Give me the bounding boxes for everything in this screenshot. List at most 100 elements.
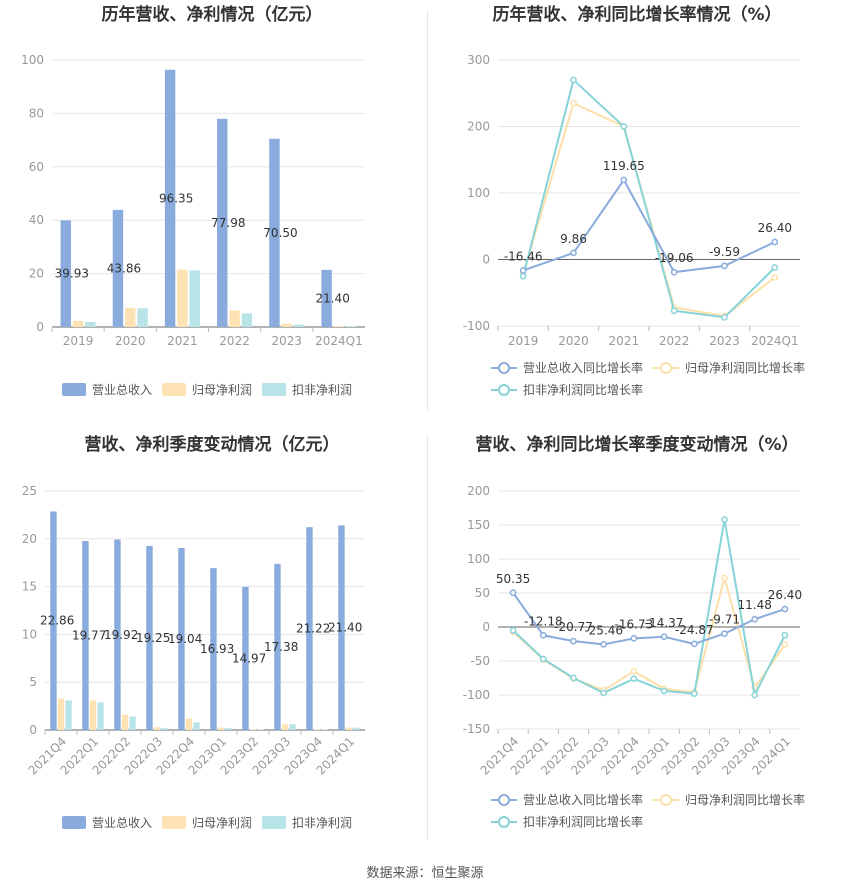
y-tick-label: 0 [482,253,490,267]
data-label: 26.40 [758,221,792,235]
legend-label: 营业总收入同比增长率 [523,792,643,807]
bar [210,568,217,730]
data-point [781,641,789,649]
data-label: -12.18 [524,614,563,628]
data-label: 50.35 [496,572,530,586]
data-label: -14.37 [645,616,684,630]
chart-svg: 历年营收、净利同比增长率情况（%） -100 0 100 200 300 2019 2020 2… [463,4,805,397]
legend-label: 扣非净利润同比增长率 [523,382,643,397]
bar [85,321,96,327]
data-point [660,687,668,695]
annual-revenue-profit-chart: 历年营收、净利情况（亿元） 0 20 40 60 80 100 2019 2020 2021 202… [0,0,425,430]
bar [217,727,225,730]
data-point [509,627,517,634]
bar [89,700,97,730]
data-label: 39.93 [55,267,89,281]
data-point [509,589,517,597]
y-tick-label: 50 [475,586,490,600]
data-label: 19.77 [72,628,106,642]
legend-label: 营业总收入 [92,383,152,397]
legend-marker [498,816,510,828]
bar [306,527,313,730]
data-point [519,267,527,274]
data-point [771,238,779,246]
data-label: -19.06 [655,251,694,265]
bar [249,729,257,731]
legend-marker [660,794,672,806]
series-line [522,178,776,274]
chart-title: 历年营收、净利情况（亿元） [102,4,323,25]
y-tick-label: 150 [467,518,490,532]
chart-title: 营收、净利同比增长率季度变动情况（%） [475,434,798,455]
data-label: 21.40 [315,291,349,305]
bar [289,724,296,730]
data-point [660,633,668,641]
y-tick-label: 0 [36,320,44,334]
data-label: 17.38 [264,640,298,654]
divider-bottom [427,435,428,840]
y-tick-label: 40 [29,213,44,227]
data-label: 119.65 [603,159,645,173]
bar [241,313,253,327]
data-label: -20.77 [554,620,593,634]
x-tick-label: 2024Q1 [751,334,799,348]
legend-marker [660,362,672,374]
bar [338,525,345,730]
y-tick-label: 25 [22,484,37,498]
y-tick-label: 60 [29,160,44,174]
legend-label: 归母净利润 [192,383,252,397]
chart-svg: 营收、净利季度变动情况（亿元）05101520252021Q42022Q1202… [22,434,365,830]
data-label: -16.73 [615,617,654,631]
data-point [570,674,577,682]
bar [72,320,84,327]
bar [164,69,176,328]
y-tick-label: -50 [470,654,490,668]
legend-marker [498,362,510,374]
legend-label: 扣非净利润 [292,816,352,830]
data-label: 19.04 [168,632,202,646]
x-tick-label: 2021 [609,334,640,348]
data-point [721,630,728,637]
bar [321,269,332,327]
data-label: -9.59 [709,245,740,259]
legend-swatch [162,383,186,396]
x-tick-label: 2023 [271,334,302,348]
bar [185,718,193,730]
bar [269,138,280,327]
bar [153,727,161,730]
bar [114,539,121,730]
y-tick-label: 200 [467,120,490,134]
data-source: 数据来源：恒生聚源 [366,866,484,881]
y-tick-label: 0 [29,723,37,737]
bar [137,308,148,327]
data-point [670,307,678,315]
data-point [721,314,728,321]
bar [274,563,281,730]
bar [161,728,168,730]
data-point [600,689,608,697]
data-point [630,675,638,683]
data-point [721,262,728,270]
data-point [630,635,638,642]
bar [57,698,65,730]
data-label: 19.25 [136,631,170,645]
legend-label: 归母净利润同比增长率 [685,792,805,807]
series-line [512,519,786,699]
data-label: -9.71 [709,613,740,627]
bar [293,324,305,327]
bar [321,729,328,731]
data-point [570,637,577,645]
data-point [519,272,527,280]
bar [146,545,153,730]
data-point [721,516,728,523]
series-line [512,592,786,646]
bar [257,729,264,731]
legend-marker [498,384,510,396]
y-tick-label: 100 [467,552,490,566]
data-label: 21.22 [296,622,330,636]
bar [129,716,136,730]
y-tick-label: 300 [467,53,490,67]
bar [346,326,357,327]
y-tick-label: 20 [22,532,37,546]
data-label: 16.93 [200,642,234,656]
